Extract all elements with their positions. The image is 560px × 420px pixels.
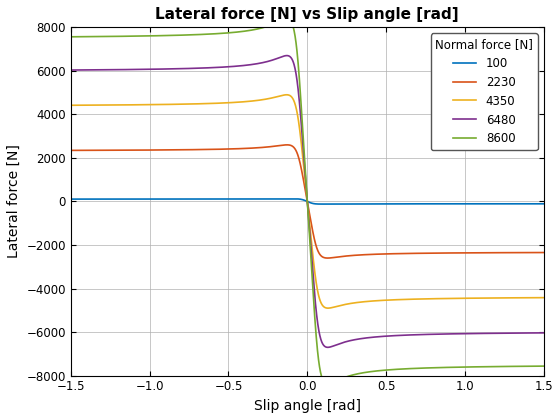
6480 (122, 67, 128, 72)
2230 (540, 250, 547, 255)
4350 (150, 102, 156, 107)
Line: 100: 100 (71, 199, 544, 204)
2230 (324, 255, 331, 260)
8600 (68, 34, 74, 39)
100 (290, 196, 296, 201)
Line: 2230: 2230 (71, 145, 544, 258)
8600 (540, 364, 547, 369)
6480 (480, 331, 487, 336)
2230 (531, 250, 538, 255)
8600 (269, 22, 276, 27)
6480 (68, 68, 74, 73)
4350 (68, 103, 74, 108)
4350 (122, 102, 128, 108)
X-axis label: Slip angle [rad]: Slip angle [rad] (254, 399, 361, 413)
8600 (480, 364, 487, 369)
6480 (269, 58, 276, 63)
4350 (325, 306, 332, 311)
100 (480, 201, 487, 206)
4350 (283, 92, 290, 97)
Y-axis label: Lateral force [N]: Lateral force [N] (7, 144, 21, 258)
8600 (150, 33, 156, 38)
4350 (249, 99, 255, 104)
6480 (283, 53, 290, 58)
100 (249, 197, 255, 202)
2230 (122, 148, 128, 153)
4350 (540, 295, 547, 300)
6480 (150, 67, 156, 72)
6480 (249, 62, 255, 67)
6480 (324, 345, 331, 350)
2230 (150, 147, 156, 152)
100 (122, 197, 128, 202)
Line: 4350: 4350 (71, 95, 544, 308)
8600 (531, 364, 538, 369)
Line: 6480: 6480 (71, 55, 544, 347)
100 (531, 201, 538, 206)
2230 (284, 142, 291, 147)
100 (540, 201, 547, 206)
4350 (480, 296, 487, 301)
2230 (68, 148, 74, 153)
4350 (269, 95, 276, 100)
8600 (122, 34, 128, 39)
2230 (249, 146, 255, 151)
100 (269, 197, 276, 202)
Line: 8600: 8600 (71, 18, 544, 384)
8600 (324, 382, 331, 387)
2230 (480, 250, 487, 255)
6480 (531, 331, 538, 336)
100 (319, 202, 325, 207)
2230 (269, 144, 276, 149)
6480 (540, 331, 547, 336)
100 (68, 197, 74, 202)
100 (150, 197, 156, 202)
4350 (531, 295, 538, 300)
Title: Lateral force [N] vs Slip angle [rad]: Lateral force [N] vs Slip angle [rad] (156, 7, 459, 22)
Legend: 100, 2230, 4350, 6480, 8600: 100, 2230, 4350, 6480, 8600 (431, 33, 538, 150)
8600 (283, 16, 290, 21)
8600 (249, 27, 255, 32)
